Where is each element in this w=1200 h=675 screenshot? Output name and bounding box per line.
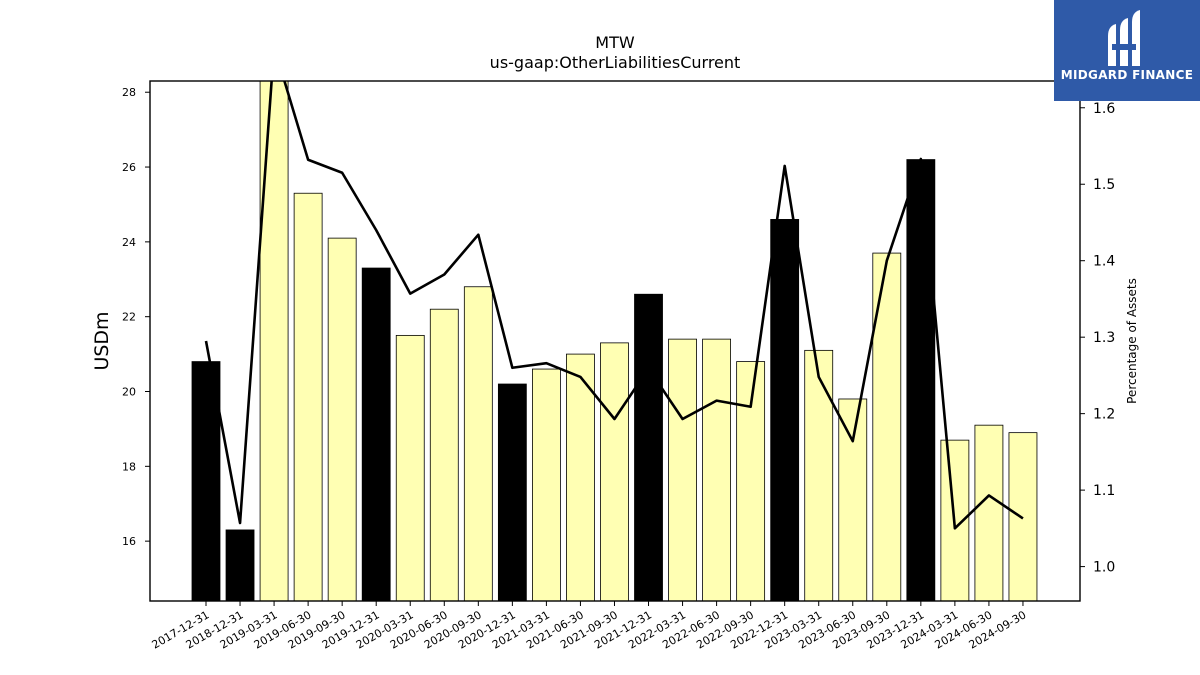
plot-frame (149, 80, 1081, 602)
y2-tick-label-1.6: 1.6 (1093, 101, 1115, 117)
bar-2022-12-31 (770, 219, 800, 601)
y2-tick-label-1.4: 1.4 (1093, 254, 1115, 270)
bar-2023-03-31 (804, 349, 834, 601)
bar-2019-06-30 (293, 192, 323, 601)
bar-2021-09-30 (600, 342, 629, 601)
chart-title: MTW (595, 33, 635, 52)
bar-2019-12-31 (361, 267, 391, 601)
bar-2019-03-31 (259, 81, 289, 601)
bar-2020-09-30 (463, 286, 493, 601)
bar-2017-12-31 (191, 361, 221, 601)
logo-mark-icon (1108, 10, 1140, 66)
y2-tick-label-1.5: 1.5 (1093, 177, 1115, 193)
y2-tick-label-1.1: 1.1 (1093, 483, 1115, 499)
bar-2021-03-31 (532, 368, 561, 601)
y2-tick-label-1.0: 1.0 (1093, 560, 1115, 576)
bar-2020-06-30 (429, 308, 459, 601)
y-tick-label-24: 24 (122, 236, 136, 249)
bar-2022-06-30 (702, 338, 731, 601)
bar-2021-12-31 (634, 293, 663, 601)
bar-2022-03-31 (668, 338, 697, 601)
chart-subtitle: us-gaap:OtherLiabilitiesCurrent (490, 53, 741, 72)
bar-2023-12-31 (906, 159, 936, 601)
logo-text: MIDGARD FINANCE (1060, 68, 1194, 82)
y-tick-label-20: 20 (122, 386, 136, 399)
y-tick-label-28: 28 (122, 86, 136, 99)
bar-2021-06-30 (566, 353, 595, 601)
bar-2018-12-31 (225, 529, 255, 601)
bar-2024-09-30 (1008, 432, 1038, 601)
bar-2023-06-30 (838, 398, 868, 601)
bar-2024-06-30 (974, 424, 1004, 601)
y-tick-label-18: 18 (122, 460, 136, 473)
bar-series (191, 81, 1038, 601)
bar-2020-03-31 (395, 334, 425, 601)
y2-axis-label: Percentage of Assets (1125, 278, 1139, 404)
y-tick-label-16: 16 (122, 535, 136, 548)
y2-tick-label-1.2: 1.2 (1093, 407, 1115, 423)
y2-tick-label-1.3: 1.3 (1093, 330, 1115, 346)
brand-logo: MIDGARD FINANCE (1054, 0, 1200, 101)
y-axis-label: USDm (91, 311, 113, 370)
bar-2023-09-30 (872, 252, 902, 601)
y-tick-label-26: 26 (122, 161, 136, 174)
line-series (204, 81, 1024, 530)
bar-2020-12-31 (497, 383, 527, 601)
bar-2019-09-30 (327, 237, 357, 601)
y-tick-label-22: 22 (122, 311, 136, 324)
